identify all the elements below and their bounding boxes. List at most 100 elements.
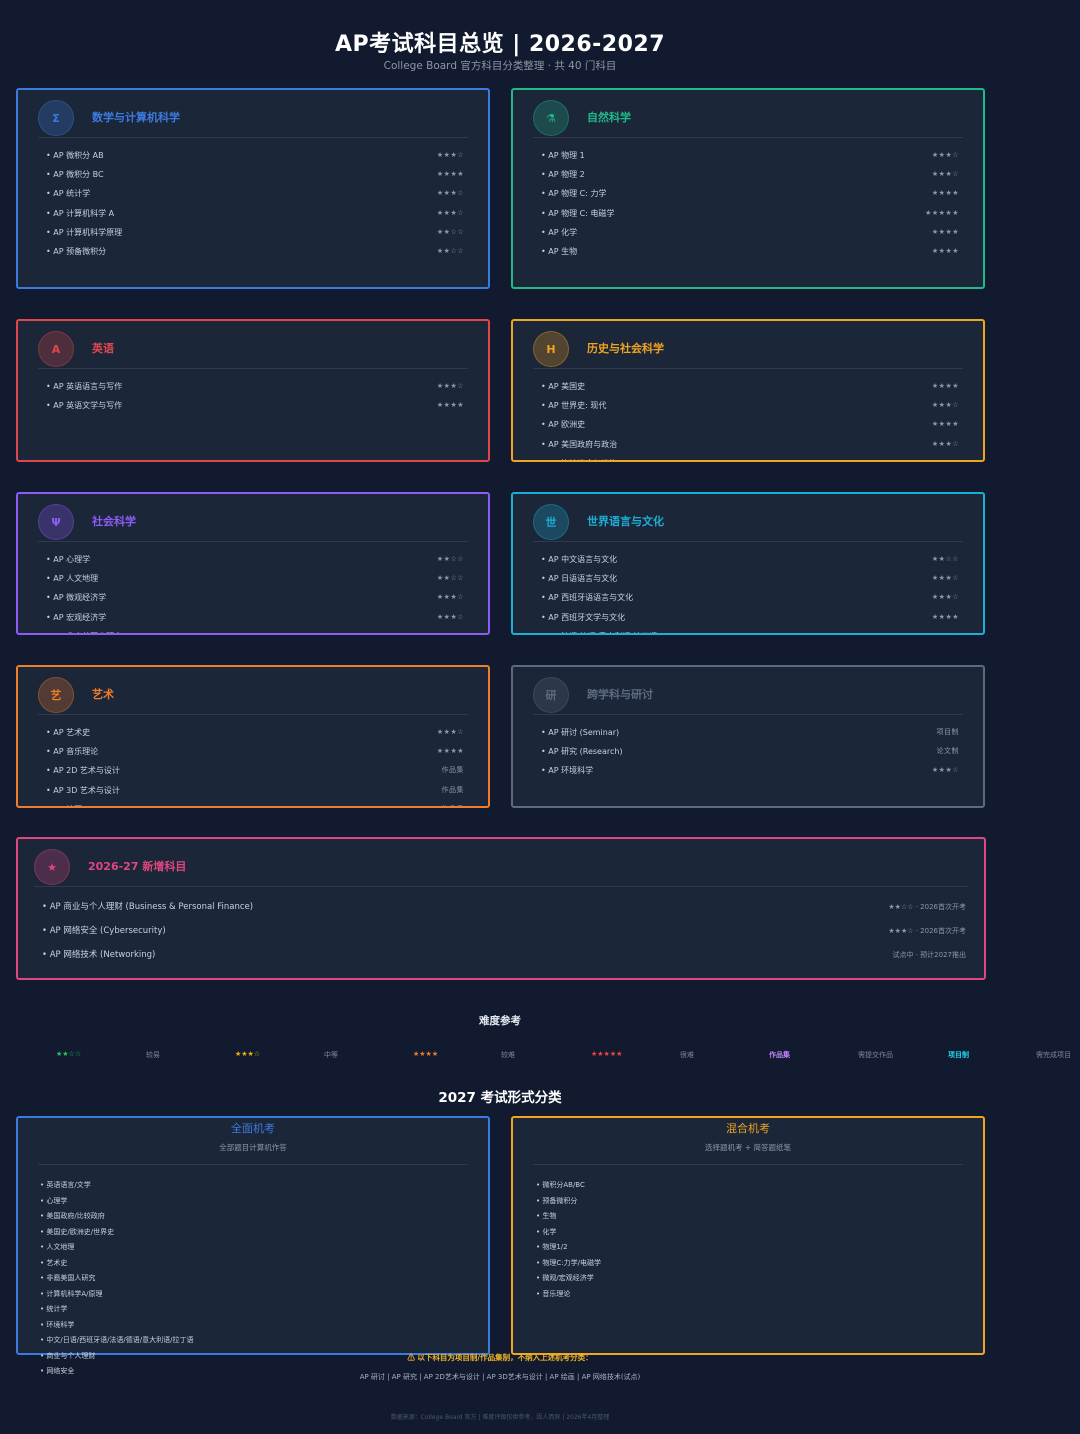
list-item: • AP 商业与个人理财 (Business & Personal Financ…: [42, 895, 966, 919]
subject-name: • AP 英语语言与写作: [46, 382, 123, 391]
subject-name: • AP 音乐理论: [46, 747, 99, 757]
category-icon: Ψ: [38, 504, 74, 540]
difficulty-rating: ★★★★: [931, 227, 959, 236]
subject-name: • AP 物理 C: 力学: [541, 189, 607, 199]
legend-mark: ★★★★: [413, 1050, 439, 1058]
card-header: 研 跨学科与研讨: [533, 677, 963, 715]
legend-label: 较易: [146, 1051, 160, 1059]
list-item: • AP 研究 (Research) 论文制: [541, 742, 959, 761]
subject-name: • AP 微积分 BC: [46, 170, 104, 180]
subject-name: • AP 3D 艺术与设计: [46, 785, 120, 795]
legend-title: 难度参考: [479, 1015, 521, 1027]
list-item: • 预备微积分: [536, 1196, 578, 1205]
list-item: • 物理C:力学/电磁学: [536, 1258, 601, 1267]
difficulty-rating: 作品集: [442, 800, 465, 806]
subject-name: • AP 宏观经济学: [46, 612, 107, 622]
list-item: • 生物: [536, 1212, 557, 1220]
difficulty-rating: ★★★★: [931, 246, 959, 255]
list-item: • 网络安全: [40, 1367, 75, 1375]
list-item: • AP 研讨 (Seminar) 项目制: [541, 723, 959, 742]
list-item: • AP 西班牙文学与文化 ★★★★: [541, 608, 959, 627]
subject-name: • AP 预备微积分: [46, 246, 107, 256]
list-item: • 美国政府/比较政府: [40, 1212, 105, 1220]
list-item: • 英语语言/文学: [40, 1181, 91, 1189]
list-item: • 计算机科学A/原理: [40, 1289, 103, 1298]
subject-name: • AP 网络技术 (Networking): [42, 950, 156, 960]
subject-name: • AP 计算机科学 A: [46, 208, 115, 218]
subject-name: • AP 统计学: [46, 189, 91, 199]
excluded-subjects: AP 研讨 | AP 研究 | AP 2D艺术与设计 | AP 3D艺术与设计 …: [359, 1373, 641, 1381]
difficulty-rating: ★★★☆: [436, 593, 464, 602]
hybrid-exam-list: • 微积分AB/BC • 预备微积分 • 生物 • 化学 • 物理1/2 • 物理C:力学…: [536, 1178, 601, 1302]
subject-name: • AP 研讨 (Seminar): [541, 728, 620, 737]
list-item: • AP 比较政府与政治 ★★★☆: [541, 454, 959, 460]
category-card: Σ 数学与计算机科学 • AP 微积分 AB ★★★☆ • AP 微积分 BC ★★★★ •…: [16, 88, 490, 289]
list-item: • AP 艺术史 ★★★☆: [46, 723, 464, 742]
difficulty-rating: ★★★☆: [436, 151, 464, 159]
category-icon: 研: [533, 677, 569, 713]
list-item: • AP 日语语言与文化 ★★★☆: [541, 569, 959, 588]
list-item: • 中文/日语/西班牙语/法语/德语/意大利语/拉丁语: [40, 1336, 194, 1344]
list-item: • 微积分AB/BC: [536, 1181, 585, 1189]
difficulty-rating: ★★★☆: [931, 401, 959, 410]
card-title: 数学与计算机科学: [92, 111, 180, 124]
subject-name: • AP 世界史: 现代: [541, 401, 607, 411]
divider: [533, 1164, 963, 1165]
subject-name: • AP 中文语言与文化: [541, 555, 618, 564]
category-card: 研 跨学科与研讨 • AP 研讨 (Seminar) 项目制 • AP 研究 (Rese…: [511, 665, 985, 808]
hybrid-exam-card: 混合机考 选择题机考 + 简答题纸笔: [511, 1116, 985, 1355]
difficulty-rating: ★★★☆: [436, 382, 464, 390]
list-item: • AP 微观经济学 ★★★☆: [46, 588, 464, 607]
subject-list: • AP 心理学 ★★☆☆ • AP 人文地理 ★★☆☆ • AP 微观经济学 ★★★☆ •…: [46, 550, 464, 633]
subject-name: • AP 英语文学与写作: [46, 401, 123, 411]
subject-note: ★★☆☆ · 2026首次开考: [888, 903, 966, 911]
footer: 数据来源：College Board 官方 | 难度评级仅供参考，因人而异 | …: [390, 1414, 610, 1421]
difficulty-rating: ★★★★: [436, 401, 464, 410]
card-title: 跨学科与研讨: [587, 688, 653, 701]
card-header: Σ 数学与计算机科学: [38, 100, 468, 138]
list-item: • AP 生物 ★★★★: [541, 242, 959, 261]
difficulty-rating: ★★★☆: [931, 170, 959, 179]
card-header: ⚗ 自然科学: [533, 100, 963, 138]
subject-name: • AP 绘画: [46, 805, 82, 806]
subject-note: ★★★☆ · 2026首次开考: [888, 927, 966, 935]
subject-name: • AP 微观经济学: [46, 593, 107, 603]
category-icon: 艺: [38, 677, 74, 713]
difficulty-rating: ★★★★: [436, 747, 464, 756]
list-item: • AP 英语文学与写作 ★★★★: [46, 396, 464, 415]
section-title: 2027 考试形式分类: [438, 1090, 562, 1106]
list-item: • AP 3D 艺术与设计 作品集: [46, 781, 464, 800]
card-subtitle: 选择题机考 + 简答题纸笔: [704, 1143, 792, 1152]
list-item: • 环境科学: [40, 1320, 75, 1329]
list-item: • 人文地理: [40, 1243, 75, 1251]
list-item: • AP 化学 ★★★★: [541, 223, 959, 242]
legend-mark: 项目制: [948, 1050, 969, 1059]
subject-name: • AP 计算机科学原理: [46, 227, 123, 237]
difficulty-rating: ★★☆☆: [931, 555, 959, 563]
card-title: 历史与社会科学: [587, 342, 664, 355]
card-title: 英语: [92, 342, 114, 355]
list-item: • AP 计算机科学 A ★★★☆: [46, 204, 464, 223]
card-header: 世 世界语言与文化: [533, 504, 963, 542]
full-computer-exam-card: 全面机考 全部题目计算机作答: [16, 1116, 490, 1355]
list-item: • AP 音乐理论 ★★★★: [46, 742, 464, 761]
difficulty-rating: ★★★☆: [437, 627, 464, 633]
subject-name: • AP 商业与个人理财 (Business & Personal Financ…: [42, 902, 254, 912]
list-item: • 微观/宏观经济学: [536, 1274, 594, 1282]
legend-label: 较难: [501, 1051, 515, 1059]
list-item: • 非裔美国人研究: [40, 1274, 96, 1282]
list-item: • AP 统计学 ★★★☆: [46, 184, 464, 203]
subject-name: • AP 化学: [541, 227, 578, 237]
subject-name: • AP 微积分 AB: [46, 151, 104, 160]
subject-name: • AP 物理 1: [541, 151, 585, 160]
subject-name: • AP 人文地理: [46, 574, 99, 584]
subject-list: • AP 物理 1 ★★★☆ • AP 物理 2 ★★★☆ • AP 物理 C: 力学 ★…: [541, 146, 959, 261]
difficulty-rating: ★★★☆: [436, 189, 464, 198]
list-item: • AP 计算机科学原理 ★★☆☆: [46, 223, 464, 242]
subject-name: • AP 生物: [541, 246, 578, 256]
list-item: • AP 网络技术 (Networking) 试点中 · 预计2027推出: [42, 943, 966, 967]
subject-name: • AP 美国史: [541, 382, 586, 391]
difficulty-rating: 作品集: [441, 785, 464, 794]
list-item: • AP 西班牙语语言与文化 ★★★☆: [541, 588, 959, 607]
category-card: 艺 艺术 • AP 艺术史 ★★★☆ • AP 音乐理论 ★★★★ • AP 2D 艺术与设…: [16, 665, 490, 808]
